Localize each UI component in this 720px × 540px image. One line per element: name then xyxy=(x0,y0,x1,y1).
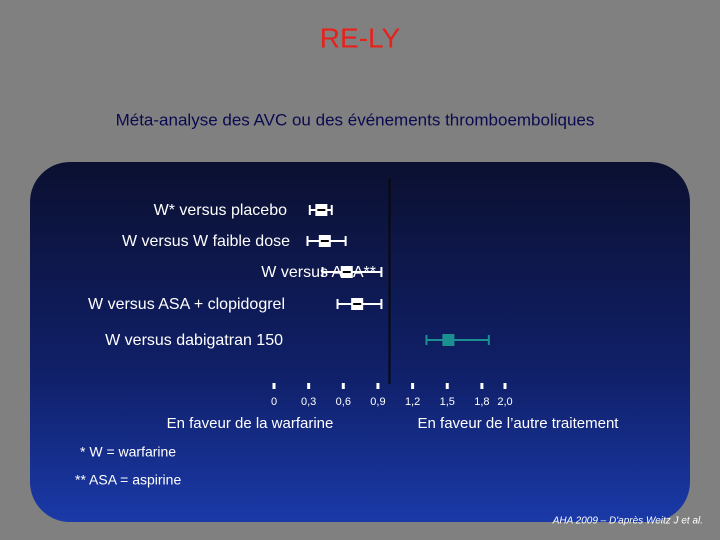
x-tick-label: 0,3 xyxy=(301,396,316,408)
x-tick-label: 1,8 xyxy=(474,396,489,408)
x-tick-label: 1,5 xyxy=(440,396,455,408)
point-estimate xyxy=(442,334,455,346)
x-tick-label: 2,0 xyxy=(497,396,512,408)
x-label-left: En faveur de la warfarine xyxy=(167,415,334,432)
x-label-right: En faveur de l’autre traitement xyxy=(418,415,620,432)
source: AHA 2009 – D'après Weitz J et al. xyxy=(552,516,703,527)
footnote: ** ASA = aspirine xyxy=(75,472,181,488)
row-label: W* versus placebo xyxy=(154,202,287,219)
row-label: W versus ASA + clopidogrel xyxy=(88,296,285,313)
row-label: W versus W faible dose xyxy=(122,233,290,250)
chart-title: RE-LY xyxy=(320,22,401,53)
plot-panel xyxy=(30,162,690,522)
x-tick-label: 0 xyxy=(271,396,277,408)
chart-subtitle: Méta-analyse des AVC ou des événements t… xyxy=(116,110,595,129)
x-tick-label: 1,2 xyxy=(405,396,420,408)
footnote: * W = warfarine xyxy=(80,444,176,460)
x-tick-label: 0,9 xyxy=(370,396,385,408)
x-tick-label: 0,6 xyxy=(336,396,351,408)
row-label: W versus dabigatran 150 xyxy=(105,332,283,349)
